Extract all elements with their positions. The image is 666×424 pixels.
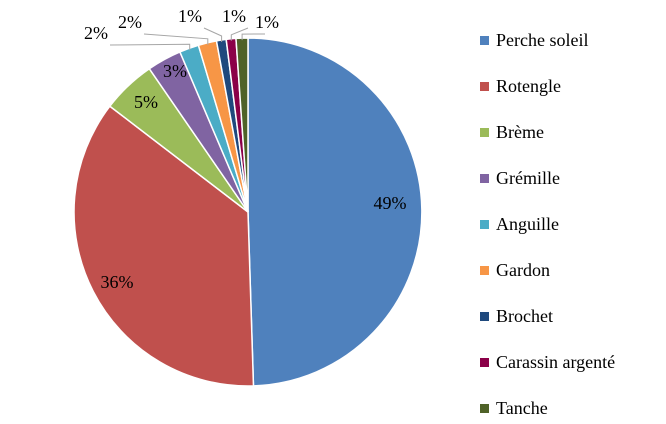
legend-item-gremille: Grémille	[480, 155, 662, 201]
leader-line-brochet	[203, 27, 223, 42]
legend-label: Grémille	[496, 167, 560, 188]
legend-label: Tanche	[496, 397, 548, 418]
legend: Perche soleil Rotengle Brème Grémille Anguil…	[480, 17, 662, 424]
legend-swatch	[480, 265, 489, 275]
legend-swatch	[480, 403, 489, 413]
slice-perche-soleil	[247, 37, 423, 387]
legend-swatch	[480, 173, 489, 183]
data-label-tanche: 1%	[255, 12, 279, 32]
pie-slices	[73, 37, 423, 387]
leader-line-carassin-argente	[230, 27, 249, 41]
legend-label: Brème	[496, 121, 544, 142]
legend-label: Gardon	[496, 259, 550, 280]
legend-label: Brochet	[496, 305, 553, 326]
legend-item-brochet: Brochet	[480, 293, 662, 339]
legend-swatch	[480, 127, 489, 137]
data-labels: 49% 36% 5%3% 2% 2% 1% 1% 1%	[84, 6, 407, 292]
legend-swatch	[480, 35, 489, 45]
data-label-gardon: 2%	[118, 12, 142, 32]
legend-item-perche-soleil: Perche soleil	[480, 17, 662, 63]
legend-swatch	[480, 219, 489, 229]
legend-label: Perche soleil	[496, 29, 589, 50]
legend-label: Anguille	[496, 213, 559, 234]
data-label-anguille: 2%	[84, 23, 108, 43]
data-label-carassin-argente: 1%	[222, 6, 246, 26]
legend-label: Rotengle	[496, 75, 561, 96]
data-label-gremille: 3%	[163, 61, 187, 81]
leader-line-anguille	[109, 43, 191, 51]
slice-rotengle	[73, 105, 255, 387]
legend-swatch	[480, 357, 489, 367]
legend-swatch	[480, 81, 489, 91]
legend-item-gardon: Gardon	[480, 247, 662, 293]
legend-item-rotengle: Rotengle	[480, 63, 662, 109]
leader-line-tanche	[241, 33, 266, 41]
legend-item-breme: Brème	[480, 109, 662, 155]
legend-item-carassin-argente: Carassin argenté	[480, 339, 662, 385]
legend-label: Carassin argenté	[496, 351, 616, 372]
legend-item-anguille: Anguille	[480, 201, 662, 247]
leader-lines	[109, 27, 266, 51]
legend-item-tanche: Tanche	[480, 385, 662, 424]
data-label-brochet: 1%	[178, 6, 202, 26]
data-label-rotengle: 36%	[101, 272, 134, 292]
data-label-perche-soleil: 49%	[374, 193, 407, 213]
legend-swatch	[480, 311, 489, 321]
leader-line-gardon	[143, 33, 209, 45]
data-label-breme: 5%	[134, 92, 158, 112]
